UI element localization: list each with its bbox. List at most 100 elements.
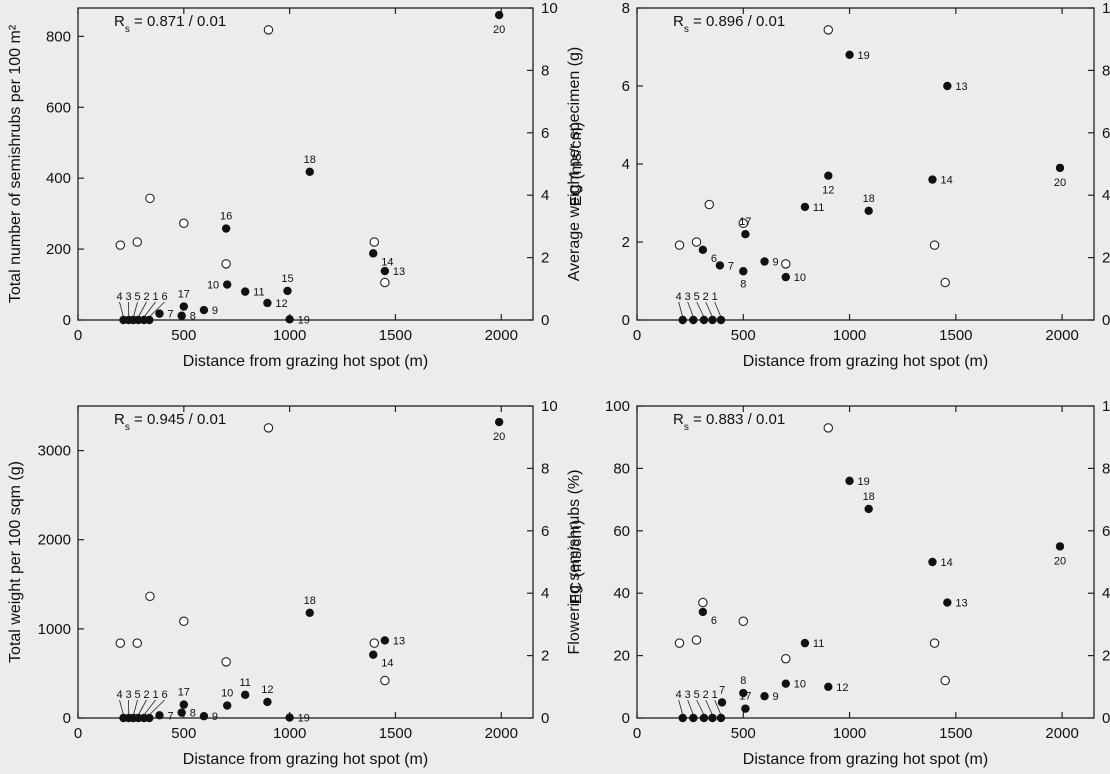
- label-leader: [715, 302, 721, 317]
- x-tick-label: 2000: [1045, 725, 1078, 742]
- data-point: [689, 714, 697, 722]
- y-tick-label: 800: [46, 28, 71, 45]
- point-label: 19: [298, 713, 310, 725]
- x-tick-label: 1000: [273, 327, 306, 344]
- y-tick-label: 100: [605, 398, 630, 415]
- y2-tick-label: 4: [1102, 585, 1110, 602]
- data-point: [241, 287, 249, 295]
- data-point: [845, 51, 853, 59]
- x-tick-label: 500: [731, 327, 756, 344]
- data-point: [741, 230, 749, 238]
- data-point: [760, 692, 768, 700]
- data-point: [381, 636, 389, 644]
- x-tick-label: 1500: [379, 327, 412, 344]
- data-point: [145, 714, 153, 722]
- point-label: 8: [190, 311, 196, 323]
- point-label: 20: [493, 431, 505, 443]
- data-point: [739, 267, 747, 275]
- y2-tick-label: 2: [1102, 648, 1110, 665]
- x-tick-label: 500: [731, 725, 756, 742]
- data-point: [700, 316, 708, 324]
- point-label: 11: [813, 202, 824, 214]
- point-label: 5: [694, 689, 700, 701]
- data-point: [177, 312, 185, 320]
- point-label: 14: [940, 557, 952, 569]
- point-label: 2: [703, 689, 709, 701]
- y2-tick-label: 10: [1102, 0, 1110, 17]
- data-point: [223, 280, 231, 288]
- data-point: [369, 651, 377, 659]
- correlation-stat: Rs = 0.883 / 0.01: [673, 411, 785, 433]
- y2-tick-label: 4: [1102, 187, 1110, 204]
- chart-average-weight: 0500100015002000024680246810Distance fro…: [557, 0, 1110, 376]
- point-label: 1: [712, 689, 718, 701]
- y2-tick-label: 0: [541, 710, 549, 727]
- y2-tick-label: 8: [541, 62, 549, 79]
- point-label: 17: [739, 216, 751, 228]
- point-label: 4: [116, 689, 122, 701]
- point-label: 6: [711, 615, 717, 627]
- x-tick-label: 2000: [1045, 327, 1078, 344]
- chart-flowering: 05001000150020000204060801000246810Dista…: [557, 396, 1110, 774]
- point-label: 3: [125, 689, 131, 701]
- ec-point: [180, 219, 188, 227]
- point-label: 17: [178, 687, 190, 699]
- data-point: [741, 704, 749, 712]
- y2-tick-label: 6: [541, 125, 549, 142]
- point-label: 1: [152, 689, 158, 701]
- y-axis-label: Flowering semishrubs (%): [566, 470, 583, 655]
- data-point: [306, 168, 314, 176]
- x-axis-label: Distance from grazing hot spot (m): [743, 353, 988, 370]
- data-point: [263, 299, 271, 307]
- data-point: [679, 316, 687, 324]
- y2-tick-label: 4: [541, 187, 549, 204]
- label-leader: [679, 700, 683, 715]
- ec-point: [222, 658, 230, 666]
- data-point: [283, 287, 291, 295]
- ec-point: [675, 639, 683, 647]
- data-point: [177, 708, 185, 716]
- ec-point: [264, 26, 272, 34]
- data-point: [943, 82, 951, 90]
- data-point: [222, 224, 230, 232]
- data-point: [381, 267, 389, 275]
- data-point: [700, 714, 708, 722]
- ec-point: [381, 278, 389, 286]
- label-leader: [688, 302, 694, 317]
- ec-point: [739, 617, 747, 625]
- point-label: 1: [712, 291, 718, 303]
- ec-point: [930, 639, 938, 647]
- data-point: [717, 316, 725, 324]
- data-point: [716, 261, 724, 269]
- data-point: [864, 505, 872, 513]
- point-label: 20: [493, 24, 505, 36]
- x-tick-label: 1500: [939, 327, 972, 344]
- y2-tick-label: 8: [1102, 460, 1110, 477]
- point-label: 9: [212, 305, 218, 317]
- point-label: 14: [940, 175, 952, 187]
- point-label: 19: [298, 314, 310, 326]
- ec-point: [381, 676, 389, 684]
- label-leader: [133, 700, 137, 715]
- ec-point: [222, 260, 230, 268]
- label-leader: [697, 302, 704, 317]
- y2-tick-label: 0: [541, 312, 549, 329]
- y-tick-label: 20: [613, 648, 630, 665]
- x-tick-label: 1500: [379, 725, 412, 742]
- data-point: [699, 246, 707, 254]
- x-tick-label: 1000: [833, 327, 866, 344]
- point-label: 9: [773, 257, 779, 269]
- data-point: [285, 315, 293, 323]
- y-tick-label: 2000: [38, 532, 71, 549]
- ec-point: [675, 241, 683, 249]
- data-point: [495, 11, 503, 19]
- data-point: [200, 306, 208, 314]
- y2-tick-label: 6: [541, 523, 549, 540]
- y-axis-label: Average weight per specimen (g): [566, 47, 583, 282]
- data-point: [263, 698, 271, 706]
- correlation-stat: Rs = 0.945 / 0.01: [114, 411, 226, 433]
- data-point: [285, 713, 293, 721]
- ec-point: [180, 617, 188, 625]
- y-tick-label: 0: [63, 312, 71, 329]
